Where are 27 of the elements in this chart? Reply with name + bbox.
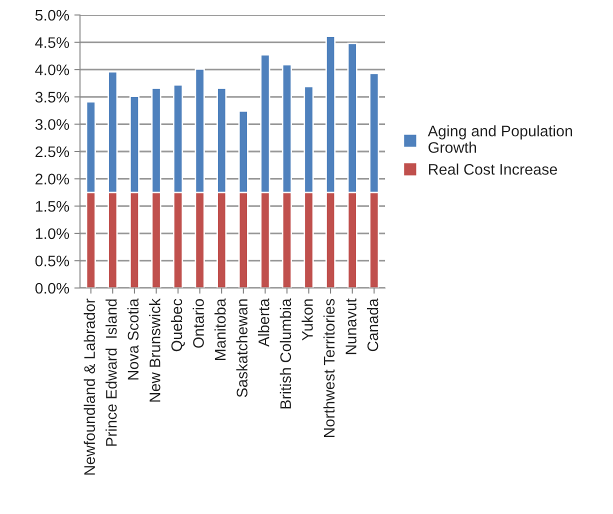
x-tick-label: Nunavut <box>346 298 356 354</box>
x-tick-label: Manitoba <box>214 298 226 360</box>
x-tick-label: Yukon <box>302 299 313 341</box>
x-tick-label: Nova Scotia <box>127 298 139 380</box>
y-tick-label: 3.0% <box>35 119 70 130</box>
y-tick-label: 0.5% <box>35 256 70 266</box>
y-tick-label: 4.0% <box>35 64 70 76</box>
y-tick-label: 1.5% <box>36 201 70 212</box>
y-tick-label: 1.0% <box>36 228 70 240</box>
legend-label: Real Cost Increase <box>429 164 558 175</box>
legend-label: Aging and Population Growth <box>428 125 572 153</box>
y-tick-label: 0.0% <box>35 282 70 294</box>
y-tick-label: 2.5% <box>36 146 70 158</box>
x-tick-label: Canada <box>366 298 378 352</box>
y-tick-label: 2.0% <box>36 174 70 184</box>
y-tick-label: 5.0% <box>35 10 70 21</box>
x-tick-label: Quebec <box>170 298 185 352</box>
x-tick-label: Prince Edward Island <box>106 299 117 446</box>
x-tick-label: Saskatchewan <box>236 299 248 398</box>
x-tick-label: British Columbia <box>280 298 292 408</box>
x-tick-label: Northwest Territories <box>323 298 335 437</box>
y-tick-label: 3.5% <box>35 92 70 103</box>
x-tick-label: Ontario <box>192 299 204 348</box>
y-tick-label: 4.5% <box>35 37 70 48</box>
x-tick-label: Alberta <box>258 298 270 347</box>
x-tick-label: Newfoundland & Labrador <box>84 298 95 475</box>
x-tick-label: New Brunswick <box>149 298 160 402</box>
